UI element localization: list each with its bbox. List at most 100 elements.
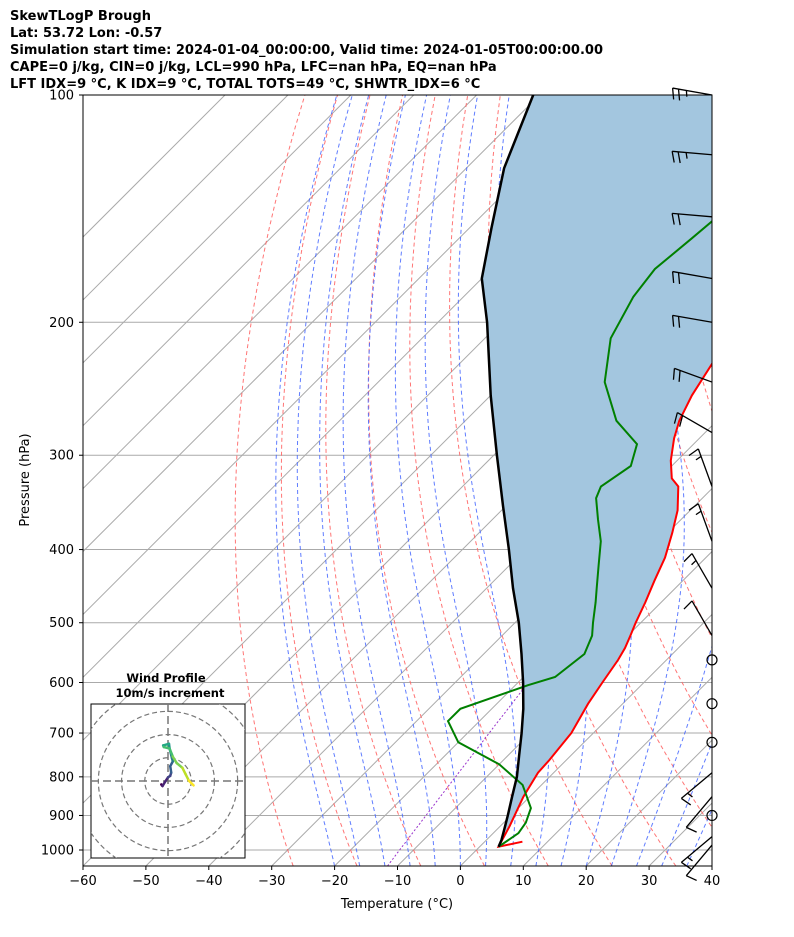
wind-barb-half-flag (695, 455, 702, 461)
dry-adiabat-line (728, 95, 794, 866)
wind-barb-half-flag (691, 559, 697, 566)
dry-adiabat-line (761, 95, 794, 866)
x-tick-label: 20 (578, 874, 595, 889)
dewpoint-profile-line (446, 220, 712, 848)
x-tick-label: −20 (321, 874, 348, 889)
y-tick-label: 100 (49, 89, 74, 104)
wind-barb-flag (677, 89, 681, 101)
chart-title: SkewTLogP Brough (10, 9, 151, 24)
x-tick-label: −30 (258, 874, 285, 889)
hodograph-segment (168, 747, 175, 758)
location-line: Lat: 53.72 Lon: -0.57 (10, 26, 163, 41)
wind-barb-staff (697, 448, 713, 487)
y-axis-label: Pressure (hPa) (18, 433, 33, 526)
wind-barb-half-flag (695, 510, 702, 516)
parcel-path-line (480, 95, 535, 848)
wind-barb-calm (706, 736, 718, 748)
wind-barb-flag (680, 861, 692, 870)
isotherm-line (83, 95, 540, 553)
wind-barb-flag (688, 448, 699, 457)
wind-barb-flag (673, 412, 678, 424)
hodograph-inner (91, 704, 245, 858)
x-tick-label: 10 (515, 874, 532, 889)
wind-barb-flag (678, 370, 681, 382)
chart-header: SkewTLogP Brough Lat: 53.72 Lon: -0.57 S… (10, 8, 603, 93)
y-tick-label: 800 (49, 770, 74, 785)
wind-barb-staff (691, 553, 713, 589)
y-tick-label: 1000 (41, 844, 74, 859)
time-line: Simulation start time: 2024-01-04_00:00:… (10, 43, 603, 58)
wind-barb-flag (671, 271, 675, 283)
x-axis-label: Temperature (°C) (340, 897, 453, 912)
moist-adiabat-line (275, 95, 338, 866)
x-tick-label: −40 (195, 874, 222, 889)
temperature-profile-line (496, 362, 712, 849)
stability-line: LFT IDX=9 °C, K IDX=9 °C, TOTAL TOTS=49 … (10, 77, 481, 92)
wind-barb-calm (706, 809, 718, 822)
moist-adiabat-line (367, 95, 436, 866)
moist-adiabat-line (737, 95, 794, 866)
isotherm-line (711, 865, 712, 866)
wind-barb-flag (679, 415, 684, 427)
moist-adiabat-line (686, 808, 712, 866)
wind-barb-flag (677, 213, 681, 226)
moist-adiabat-line (394, 95, 461, 866)
isotherm-line (83, 95, 352, 364)
hodograph-inset (90, 703, 246, 859)
wind-barb-calm (706, 654, 718, 666)
x-tick-label: 0 (456, 874, 464, 889)
y-tick-label: 300 (49, 449, 74, 464)
isotherm-line (83, 95, 289, 301)
isotherm-line (334, 487, 712, 866)
isotherm-line (83, 95, 477, 490)
moist-adiabat-line (661, 741, 712, 866)
cape-fill-region (481, 95, 712, 847)
hodograph-subtitle: 10m/s increment (116, 686, 225, 700)
wind-barb-flag (671, 151, 675, 163)
wind-barb-half-flag (687, 792, 693, 798)
wind-barbs (671, 87, 718, 882)
hodograph-title: Wind Profile (126, 671, 206, 685)
wind-barb-staff (697, 503, 713, 542)
wind-barb-flag (671, 87, 675, 100)
dry-adiabat-line (234, 95, 306, 866)
wind-barb-staff (685, 796, 713, 828)
moist-adiabat-line (711, 864, 712, 866)
cape-cin-shading (481, 95, 712, 847)
wind-barb-flag (677, 151, 681, 164)
wind-barb-half-flag (687, 856, 693, 862)
x-tick-label: −10 (384, 874, 411, 889)
wind-barb-flag (671, 315, 675, 327)
x-tick-label: −60 (69, 874, 96, 889)
y-tick-label: 700 (49, 727, 74, 742)
wind-barb-staff (685, 844, 713, 877)
dry-adiabat-line (409, 95, 549, 866)
wind-barb-flag (688, 503, 699, 511)
wind-barb-flag (686, 875, 697, 882)
dry-adiabat-line (368, 95, 485, 866)
moist-adiabat-line (296, 95, 361, 866)
wind-barb-staff (680, 836, 713, 863)
moist-adiabat-line (319, 95, 386, 866)
moist-adiabat-line (457, 95, 517, 866)
wind-barb-half-flag (685, 152, 688, 159)
dry-adiabat-line (449, 95, 613, 866)
x-axis-ticks: −60 −50 −40 −30 −20 −10 0 10 20 30 40 (69, 866, 720, 889)
wind-barb-flag (677, 316, 681, 328)
moist-adiabat-line (424, 95, 488, 866)
wind-barb-flag (686, 826, 697, 833)
wind-barb-flag (671, 213, 675, 225)
wind-barb-staff (680, 772, 713, 799)
isotherm-line (83, 95, 603, 616)
indices-line: CAPE=0 j/kg, CIN=0 j/kg, LCL=990 hPa, LF… (10, 60, 497, 75)
wind-barb-flag (680, 797, 692, 806)
y-axis-ticks: 100 200 300 400 500 600 700 800 900 1000 (41, 89, 83, 859)
x-tick-label: 40 (704, 874, 721, 889)
x-tick-label: −50 (132, 874, 159, 889)
isotherm-line (460, 613, 712, 866)
wind-barb-flag (677, 272, 681, 285)
dry-adiabat-line (280, 95, 358, 866)
wind-barb-staff (691, 600, 713, 636)
wind-barb-flag (683, 553, 693, 563)
